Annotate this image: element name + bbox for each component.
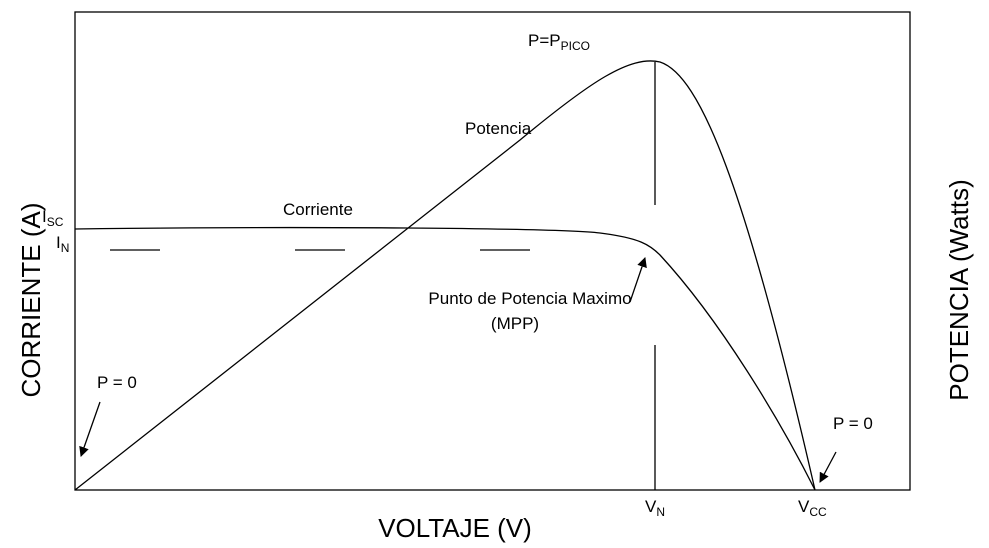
vn-label: VN <box>645 497 665 519</box>
plot-frame <box>74 11 911 491</box>
power-label: Potencia <box>465 119 532 138</box>
mpp-label: Punto de Potencia Maximo <box>428 289 631 308</box>
y-right-title: POTENCIA (Watts) <box>944 179 974 401</box>
vcc-label: VCC <box>798 497 827 519</box>
current-curve <box>74 226 816 491</box>
mpp-label-2: (MPP) <box>491 314 539 333</box>
isc-label: ISC <box>42 207 64 229</box>
x-title: VOLTAJE (V) <box>378 513 532 543</box>
y-left-title: CORRIENTE (A) <box>16 203 46 398</box>
in-label: IN <box>56 233 69 255</box>
arrow-p0-left <box>79 401 101 457</box>
arrow-p0-right <box>819 451 837 483</box>
power-curve <box>74 60 816 491</box>
p0-left-label: P = 0 <box>97 373 137 392</box>
peak-label: P=PPICO <box>528 31 590 53</box>
p0-right-label: P = 0 <box>833 414 873 433</box>
current-label: Corriente <box>283 200 353 219</box>
arrow-mpp <box>629 257 647 303</box>
